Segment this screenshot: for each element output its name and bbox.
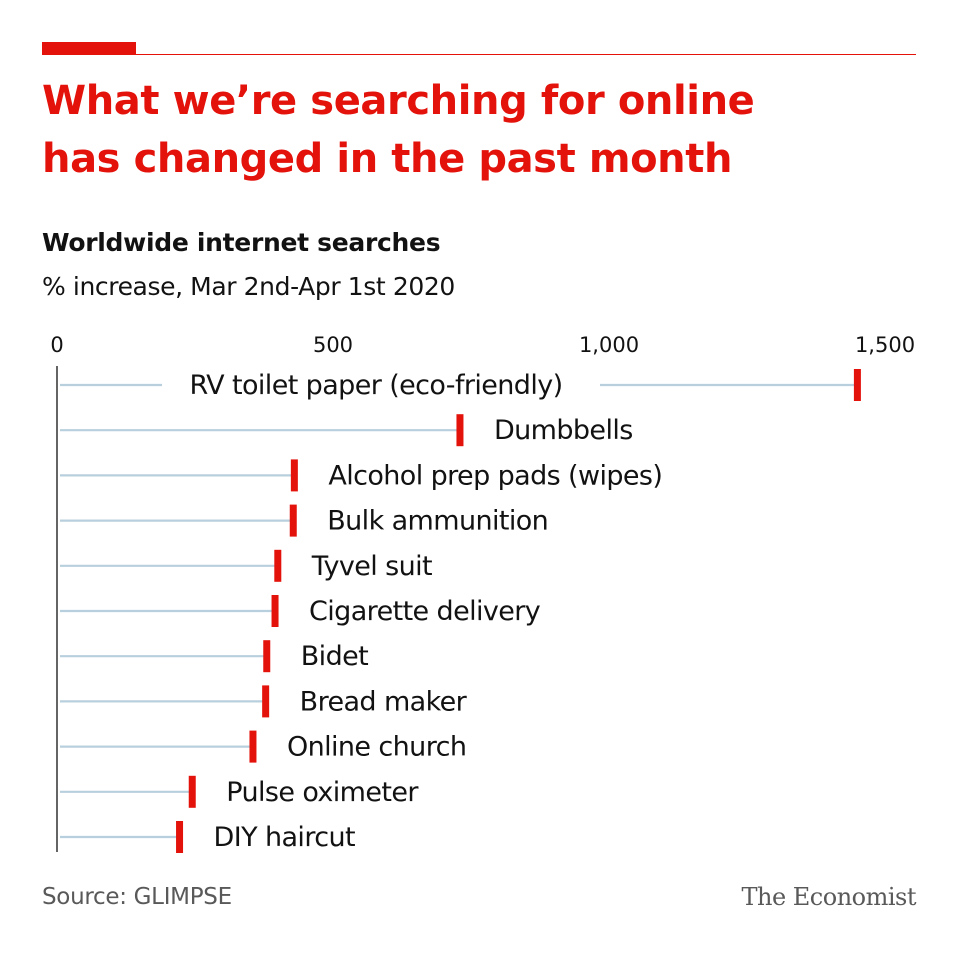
value-marker <box>262 685 270 718</box>
value-marker <box>456 414 464 447</box>
value-marker <box>289 504 297 537</box>
category-label: Alcohol prep pads (wipes) <box>328 460 662 491</box>
headline: What we’re searching for online has chang… <box>42 78 755 182</box>
category-label: Bread maker <box>300 686 468 717</box>
value-marker <box>853 369 861 401</box>
category-label: Online church <box>287 732 466 763</box>
category-label: Bulk ammunition <box>327 506 548 537</box>
top-red-tag <box>42 42 136 54</box>
value-marker <box>271 595 279 627</box>
value-marker <box>274 549 282 582</box>
category-label: RV toilet paper (eco-friendly) <box>189 370 562 401</box>
x-tick-label: 0 <box>50 333 63 357</box>
chart-units: % increase, Mar 2nd-Apr 1st 2020 <box>42 272 455 301</box>
value-marker <box>176 821 184 853</box>
category-label: Pulse oximeter <box>226 777 419 808</box>
x-tick-label: 1,000 <box>579 333 639 357</box>
category-label: Cigarette delivery <box>309 596 541 627</box>
category-label: DIY haircut <box>214 822 355 853</box>
value-marker <box>249 730 257 763</box>
value-marker <box>188 775 196 808</box>
top-red-rule <box>42 54 916 55</box>
chart-subtitle: Worldwide internet searches <box>42 228 441 257</box>
x-tick-label: 500 <box>313 333 353 357</box>
value-marker <box>290 459 298 492</box>
source-note: Source: GLIMPSE <box>42 884 232 910</box>
category-label: Dumbbells <box>494 415 633 446</box>
brand-logo: The Economist <box>741 883 916 911</box>
category-label: Tyvel suit <box>311 551 432 582</box>
category-label: Bidet <box>301 641 368 672</box>
value-marker <box>263 640 271 673</box>
x-tick-label: 1,500 <box>855 333 915 357</box>
